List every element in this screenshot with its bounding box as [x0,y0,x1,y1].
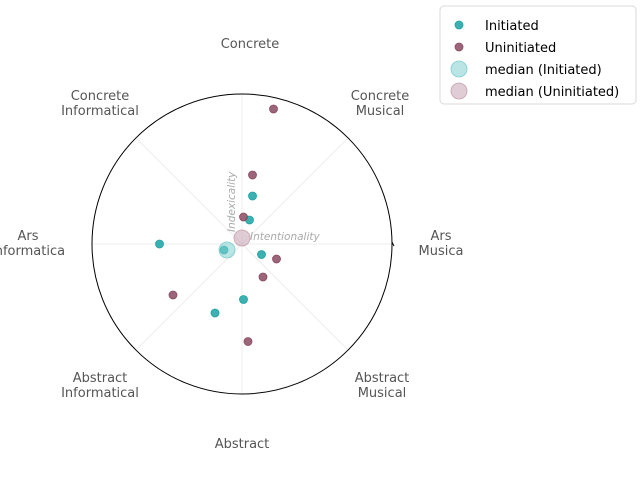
direction-label-bottom: Abstract [215,437,270,452]
point-uninitiated-3 [272,254,281,264]
direction-label-top: Concrete [221,37,280,52]
legend-label-2: median (Initiated) [485,63,602,78]
legend-label-0: Initiated [485,19,539,34]
point-uninitiated-0 [269,104,278,114]
point-initiated-6 [210,308,220,318]
data-points [155,104,281,346]
legend-frame [439,5,637,105]
direction-label-bottom-right: Abstract Musical [355,371,410,401]
direction-label-top-left: Concrete Informatical [61,89,139,119]
direction-labels: Concrete Concrete Musical Ars Musica Abstract… [0,37,463,452]
direction-label-bottom-left: Abstract Informatical [61,371,139,401]
point-uninitiated-4 [258,272,268,282]
direction-label-right: Ars Musica [419,229,464,259]
legend-marker-2 [450,60,468,78]
point-initiated-2 [155,239,164,249]
legend-marker-3 [450,82,468,100]
point-uninitiated-6 [243,337,253,346]
direction-label-top-right: Concrete Musical [351,89,410,119]
plot-boundary-circle [91,93,393,395]
y-axis-label: Indexicality [226,171,238,232]
point-uninitiated-2 [239,212,248,222]
point-initiated-0 [248,191,257,201]
direction-label-left: ArsInformatica [0,229,65,259]
x-axis-label: Intentionality [250,231,320,243]
point-median-uninitiated--0 [233,229,251,247]
point-uninitiated-1 [248,170,257,180]
legend-label-1: Uninitiated [485,41,556,56]
legend-marker-1 [454,42,464,52]
legend: Initiated Uninitiated median (Initiated) me… [439,5,637,105]
legend-label-3: median (Uninitiated) [485,85,619,100]
legend-marker-0 [454,20,464,30]
point-initiated-5 [239,295,248,304]
point-uninitiated-5 [168,290,178,300]
point-median-initiated--0 [218,241,236,259]
point-initiated-4 [257,250,266,259]
